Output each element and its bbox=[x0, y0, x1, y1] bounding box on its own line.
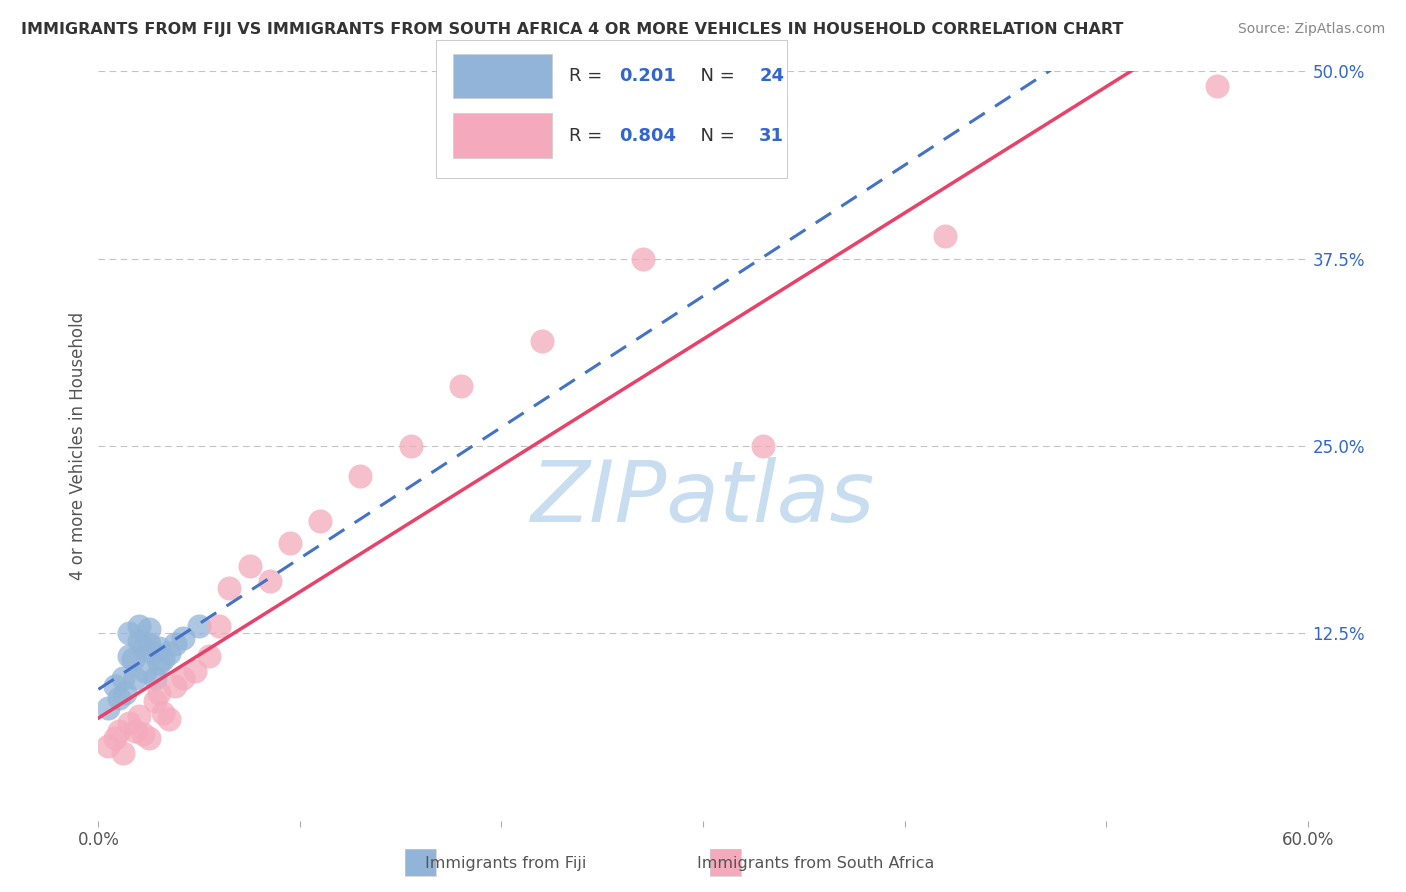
Point bbox=[142, 646, 165, 660]
Point bbox=[148, 641, 170, 656]
Point bbox=[530, 334, 553, 348]
Point bbox=[118, 626, 141, 640]
Point bbox=[111, 671, 134, 685]
Point bbox=[259, 574, 281, 588]
Point bbox=[157, 712, 180, 726]
Point bbox=[118, 648, 141, 663]
Point bbox=[163, 679, 186, 693]
Point bbox=[188, 619, 211, 633]
Point bbox=[450, 379, 472, 393]
Point bbox=[152, 706, 174, 720]
Point bbox=[118, 716, 141, 731]
Point bbox=[143, 671, 166, 685]
Text: 24: 24 bbox=[759, 67, 785, 85]
Point bbox=[208, 619, 231, 633]
Point bbox=[172, 671, 194, 685]
Point bbox=[157, 646, 180, 660]
Point bbox=[631, 252, 654, 266]
Point bbox=[114, 686, 136, 700]
Point bbox=[124, 671, 146, 685]
Point bbox=[97, 701, 120, 715]
Text: R =: R = bbox=[569, 67, 609, 85]
Point bbox=[132, 641, 155, 656]
Point bbox=[128, 633, 150, 648]
Point bbox=[134, 664, 156, 678]
Point bbox=[934, 229, 956, 244]
Point bbox=[132, 727, 155, 741]
Point bbox=[218, 582, 240, 596]
Point bbox=[278, 536, 301, 550]
Point bbox=[138, 622, 160, 636]
Point bbox=[148, 686, 170, 700]
Point bbox=[399, 439, 422, 453]
Point bbox=[163, 637, 186, 651]
Point bbox=[152, 652, 174, 666]
Text: 31: 31 bbox=[759, 127, 785, 145]
Point bbox=[349, 469, 371, 483]
Point bbox=[143, 694, 166, 708]
Text: N =: N = bbox=[689, 127, 741, 145]
Text: Source: ZipAtlas.com: Source: ZipAtlas.com bbox=[1237, 22, 1385, 37]
Point bbox=[124, 723, 146, 738]
Text: ZIPatlas: ZIPatlas bbox=[531, 457, 875, 540]
Point bbox=[111, 746, 134, 760]
Text: N =: N = bbox=[689, 67, 741, 85]
Point bbox=[107, 690, 129, 705]
Text: 0.201: 0.201 bbox=[619, 67, 675, 85]
Bar bbox=[453, 113, 551, 158]
Point bbox=[97, 739, 120, 753]
Bar bbox=[453, 54, 551, 98]
Point bbox=[138, 731, 160, 746]
Point bbox=[184, 664, 207, 678]
Y-axis label: 4 or more Vehicles in Household: 4 or more Vehicles in Household bbox=[69, 312, 87, 580]
Text: Immigrants from Fiji: Immigrants from Fiji bbox=[426, 856, 586, 871]
Text: Immigrants from South Africa: Immigrants from South Africa bbox=[697, 856, 934, 871]
Point bbox=[107, 723, 129, 738]
Point bbox=[138, 637, 160, 651]
Point bbox=[1206, 79, 1229, 94]
Point bbox=[128, 708, 150, 723]
Text: IMMIGRANTS FROM FIJI VS IMMIGRANTS FROM SOUTH AFRICA 4 OR MORE VEHICLES IN HOUSE: IMMIGRANTS FROM FIJI VS IMMIGRANTS FROM … bbox=[21, 22, 1123, 37]
Point bbox=[148, 657, 170, 671]
Point bbox=[239, 558, 262, 573]
Point bbox=[752, 439, 775, 453]
Point bbox=[198, 648, 221, 663]
Point bbox=[172, 631, 194, 645]
Point bbox=[103, 731, 125, 746]
Text: R =: R = bbox=[569, 127, 609, 145]
Text: 0.804: 0.804 bbox=[619, 127, 676, 145]
Point bbox=[103, 679, 125, 693]
Point bbox=[309, 514, 332, 528]
Point bbox=[128, 619, 150, 633]
Point bbox=[121, 652, 143, 666]
